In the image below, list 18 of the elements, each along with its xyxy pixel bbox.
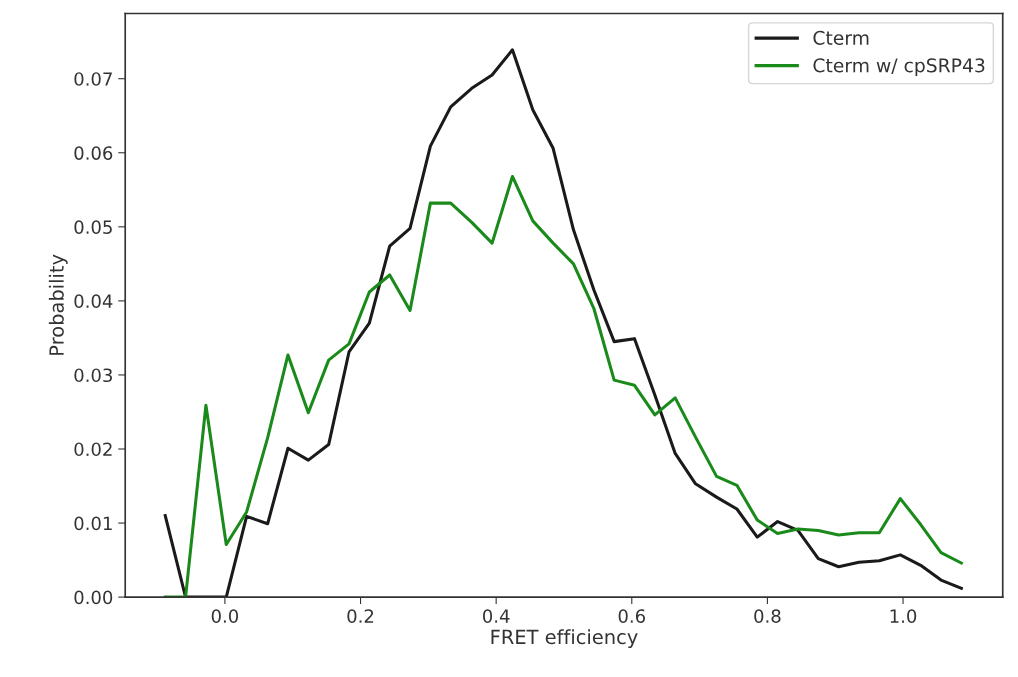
y-tick-label: 0.03 [74, 368, 112, 383]
y-tick-label: 0.00 [74, 590, 113, 605]
x-tick-label: 0.2 [347, 609, 374, 623]
x-tick-label: 0.8 [754, 609, 781, 623]
y-tick-label: 0.02 [74, 442, 112, 457]
legend-label: Cterm w/ cpSRP43 [813, 58, 985, 77]
legend-label: Cterm [813, 30, 869, 45]
y-tick-label: 0.04 [74, 294, 113, 308]
y-tick-label: 0.05 [74, 220, 112, 234]
x-tick-label: 0.4 [482, 609, 510, 623]
x-tick-label: 0.6 [618, 609, 646, 623]
y-axis-title: Probability [48, 254, 68, 355]
x-axis-title: FRET efficiency [491, 629, 638, 648]
y-tick-label: 0.01 [74, 516, 112, 531]
y-tick-label: 0.06 [74, 146, 113, 160]
x-tick-label: 1.0 [890, 609, 917, 623]
y-tick-label: 0.07 [74, 72, 112, 86]
x-tick-label: 0.0 [211, 609, 239, 623]
